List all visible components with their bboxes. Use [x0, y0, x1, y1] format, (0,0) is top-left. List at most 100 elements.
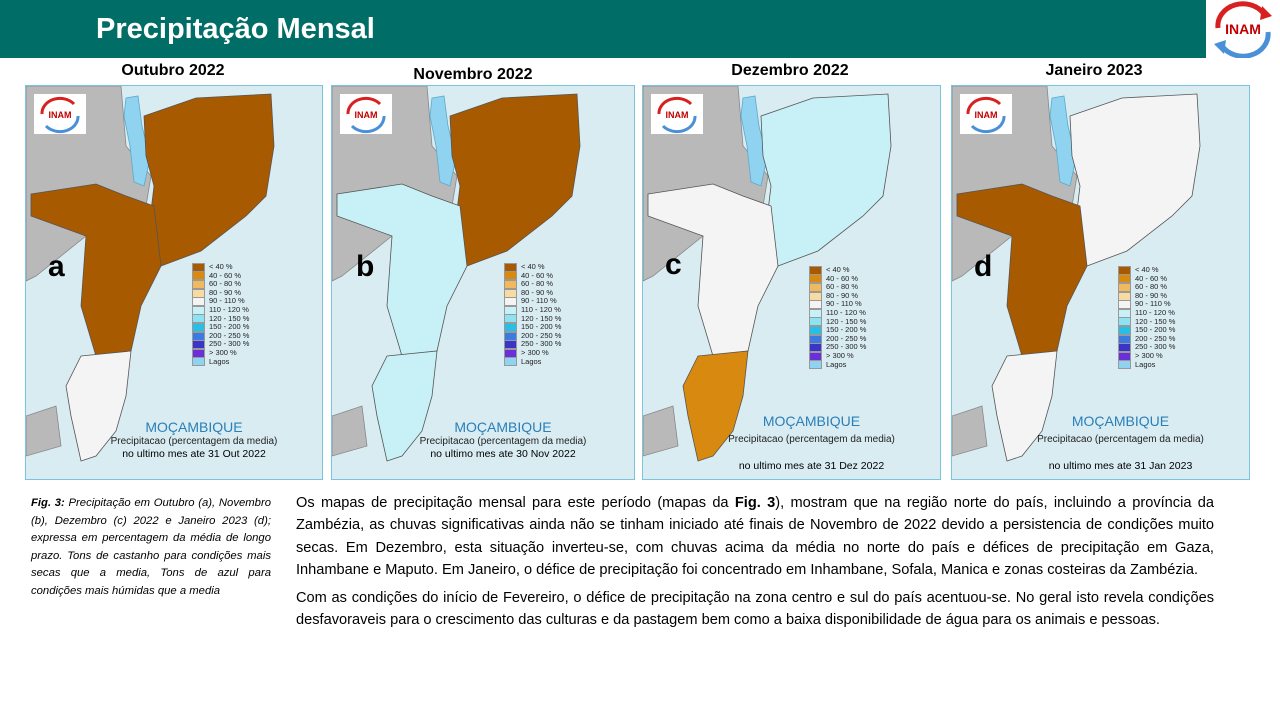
- body-text: Os mapas de precipitação mensal para est…: [296, 492, 1214, 636]
- neighbour-land-sw: [26, 405, 62, 457]
- lake-malawi: [123, 95, 151, 187]
- legend-swatch: [504, 305, 517, 315]
- legend-row: 90 - 110 %: [504, 297, 561, 307]
- legend-label: < 40 %: [209, 262, 233, 271]
- legend-swatch: [192, 331, 205, 341]
- legend-swatch: [192, 305, 205, 315]
- inam-logo-text: INAM: [1225, 21, 1261, 37]
- legend-label: 110 - 120 %: [209, 304, 249, 314]
- legend-row: Lagos: [809, 359, 866, 370]
- legend-label: 40 - 60 %: [1135, 273, 1168, 283]
- legend-label: 250 - 300 %: [209, 339, 250, 349]
- legend-label: 200 - 250 %: [826, 333, 867, 343]
- region-centre: [336, 183, 468, 357]
- map-subtitle: Precipitacao (percentagem da media): [1037, 434, 1204, 445]
- map-svg: [26, 86, 275, 462]
- map-legend: < 40 % 40 - 60 % 60 - 80 % 80 - 90 % 90 - 11…: [1118, 265, 1176, 370]
- map-title-c: Dezembro 2022: [731, 62, 849, 79]
- legend-label: Lagos: [521, 356, 542, 366]
- legend-swatch: [1118, 274, 1131, 284]
- map-svg: [643, 86, 892, 462]
- legend-row: 250 - 300 %: [192, 339, 250, 350]
- legend-swatch: [192, 322, 205, 332]
- legend-swatch: [504, 340, 517, 350]
- legend-swatch: [192, 271, 205, 281]
- map-country-label: MOÇAMBIQUE: [145, 419, 243, 435]
- legend-swatch: [809, 317, 822, 327]
- legend-row: 200 - 250 %: [809, 333, 867, 344]
- region-south: [682, 350, 749, 462]
- legend-row: < 40 %: [504, 262, 561, 272]
- legend-swatch: [192, 340, 205, 350]
- lake-malawi: [429, 95, 457, 187]
- legend-label: > 300 %: [521, 347, 549, 357]
- map-inam-logo: INAM: [34, 94, 86, 134]
- map-svg: [332, 86, 581, 462]
- map-inam-logo: INAM: [960, 94, 1012, 134]
- legend-label: 80 - 90 %: [521, 287, 554, 297]
- legend-label: 250 - 300 %: [521, 339, 562, 349]
- legend-row: 80 - 90 %: [192, 288, 249, 298]
- legend-swatch: [504, 357, 517, 367]
- legend-label: < 40 %: [521, 262, 545, 271]
- legend-swatch: [809, 282, 822, 292]
- legend-swatch: [1118, 351, 1131, 361]
- legend-row: 40 - 60 %: [809, 274, 866, 284]
- map-title-d: Janeiro 2023: [1045, 62, 1143, 79]
- region-north: [449, 93, 581, 267]
- legend-row: 90 - 110 %: [1118, 299, 1175, 310]
- legend-row: 200 - 250 %: [504, 331, 561, 341]
- legend-label: 60 - 80 %: [209, 279, 242, 289]
- legend-row: 250 - 300 %: [809, 342, 867, 353]
- map-country-label: MOÇAMBIQUE: [1071, 413, 1170, 429]
- legend-row: < 40 %: [809, 265, 866, 275]
- map-panel-d: INAM d < 40 % 40 - 60 % 60 - 80 % 80 - 90 % 90…: [951, 85, 1250, 480]
- legend-swatch: [504, 314, 517, 324]
- legend-label: 90 - 110 %: [1135, 299, 1171, 309]
- legend-row: 80 - 90 %: [809, 291, 866, 301]
- legend-swatch: [809, 343, 822, 353]
- legend-swatch: [1118, 308, 1131, 318]
- neighbour-land-sw: [952, 405, 988, 457]
- legend-label: Lagos: [826, 359, 847, 369]
- legend-row: 120 - 150 %: [192, 314, 249, 324]
- legend-row: 200 - 250 %: [1118, 334, 1175, 344]
- map-date-label: no ultimo mes ate 31 Out 2022: [122, 448, 266, 460]
- legend-label: 250 - 300 %: [826, 342, 867, 352]
- legend-swatch: [809, 334, 822, 344]
- legend-swatch: [1118, 334, 1131, 344]
- legend-row: 90 - 110 %: [192, 297, 249, 307]
- legend-label: 250 - 300 %: [1135, 342, 1176, 352]
- legend-swatch: [809, 300, 822, 310]
- caption-text: Precipitação em Outubro (a), Novembro (b…: [31, 497, 271, 597]
- legend-row: 60 - 80 %: [1118, 283, 1175, 292]
- legend-label: > 300 %: [209, 347, 237, 357]
- panel-letter: d: [974, 250, 993, 283]
- map-inam-logo: INAM: [651, 94, 703, 134]
- map-subtitle: Precipitacao (percentagem da media): [419, 436, 587, 447]
- legend-row: 150 - 200 %: [1118, 326, 1175, 335]
- map-title-a: Outubro 2022: [121, 62, 225, 79]
- legend-row: 40 - 60 %: [504, 271, 561, 281]
- region-north: [143, 93, 275, 267]
- caption-prefix: Fig. 3:: [31, 497, 65, 509]
- header-bar: Precipitação Mensal: [0, 0, 1206, 58]
- legend-row: 40 - 60 %: [1118, 273, 1175, 284]
- region-south: [65, 350, 132, 462]
- legend-row: 110 - 120 %: [192, 304, 249, 315]
- legend-row: Lagos: [1118, 360, 1175, 370]
- legend-swatch: [504, 288, 517, 298]
- region-centre: [956, 183, 1088, 357]
- region-centre: [647, 183, 779, 357]
- region-north: [1069, 93, 1201, 267]
- legend-label: < 40 %: [826, 265, 850, 274]
- map-legend: < 40 % 40 - 60 % 60 - 80 % 80 - 90 % 90 - 11…: [192, 262, 250, 367]
- neighbour-land-sw: [332, 405, 368, 457]
- legend-swatch: [809, 291, 822, 301]
- body-paragraph-2: Com as condições do início de Fevereiro,…: [296, 589, 1214, 629]
- legend-row: 110 - 120 %: [1118, 308, 1175, 318]
- legend-row: 120 - 150 %: [809, 317, 866, 327]
- legend-swatch: [192, 262, 205, 272]
- legend-swatch: [809, 274, 822, 284]
- legend-row: 250 - 300 %: [504, 339, 562, 350]
